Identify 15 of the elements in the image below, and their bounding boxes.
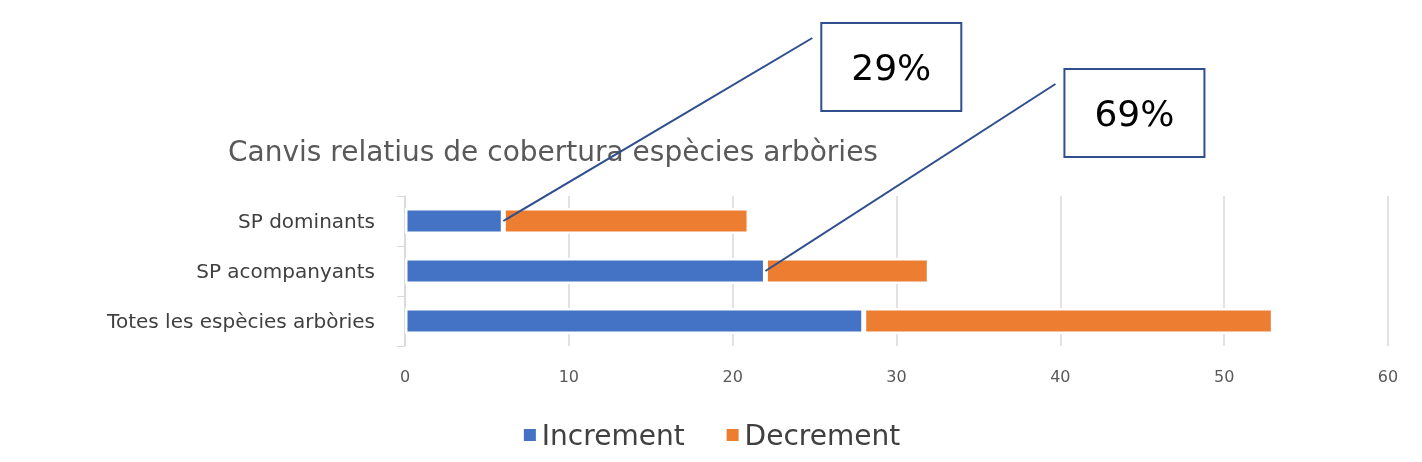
annotation: 29% bbox=[851, 46, 932, 88]
annotation: 69% bbox=[1094, 92, 1175, 134]
x-tick-label: 60 bbox=[1377, 366, 1399, 386]
x-tick-label: 40 bbox=[1050, 366, 1071, 386]
legend-label: Increment bbox=[541, 418, 685, 452]
y-tick-label: Totes les espècies arbòries bbox=[106, 309, 375, 333]
chart-title: Canvis relatius de cobertura espècies arbòries bbox=[228, 134, 878, 168]
y-tick-label: SP dominants bbox=[238, 209, 375, 233]
x-tick-label: 50 bbox=[1213, 366, 1235, 386]
x-tick-label: 20 bbox=[722, 366, 743, 386]
y-tick-label: SP acompanyants bbox=[196, 259, 375, 283]
x-tick-label: 10 bbox=[558, 366, 580, 386]
x-tick-label: 0 bbox=[399, 366, 411, 386]
legend-label: Decrement bbox=[744, 418, 901, 452]
x-tick-label: 30 bbox=[886, 366, 907, 386]
